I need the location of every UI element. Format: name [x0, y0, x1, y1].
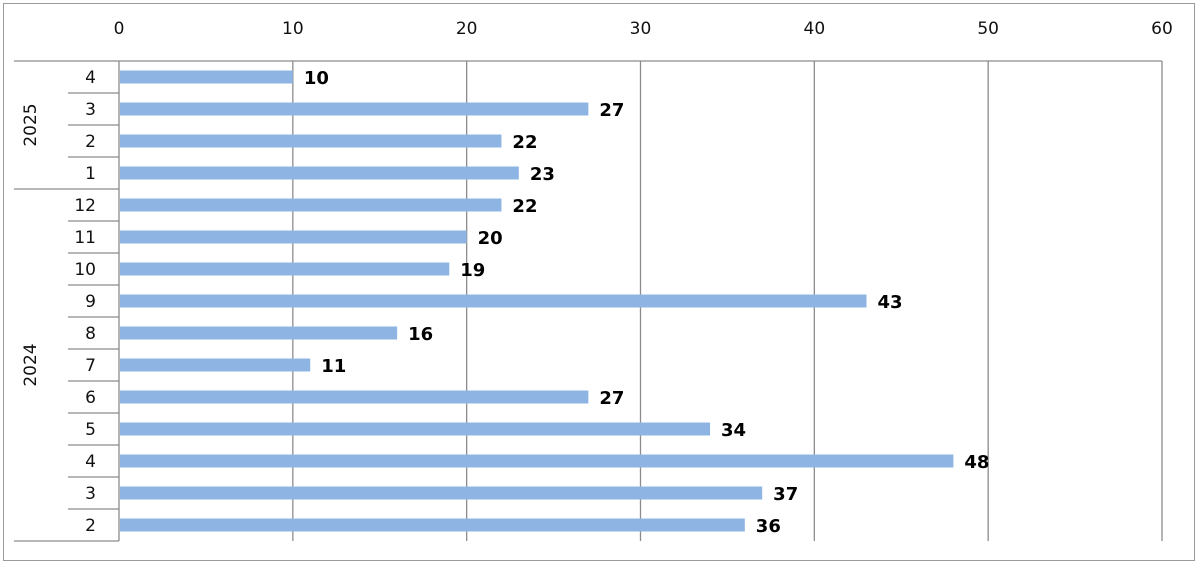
x-tick-label-40: 40 [804, 19, 826, 39]
category-label-2024-7: 7 [85, 356, 96, 376]
category-label-2024-5: 5 [85, 420, 96, 440]
bar-2025-4 [120, 70, 293, 84]
bars [120, 70, 954, 532]
bar-2024-4 [120, 454, 954, 468]
category-label-2025-4: 4 [85, 68, 96, 88]
bar-2024-5 [120, 422, 711, 436]
category-label-2024-11: 11 [74, 228, 96, 248]
bar-2024-10 [120, 262, 450, 276]
data-label-2025-1: 23 [530, 164, 555, 185]
x-tick-label-20: 20 [456, 19, 478, 39]
axes [14, 60, 1162, 542]
data-label-2024-2: 36 [756, 516, 781, 537]
bar-2024-6 [120, 390, 589, 404]
data-label-2024-11: 20 [478, 228, 503, 249]
bar-2024-8 [120, 326, 398, 340]
category-label-2024-3: 3 [85, 484, 96, 504]
data-label-2024-7: 11 [321, 356, 346, 377]
bar-2025-1 [120, 166, 519, 180]
data-label-2024-6: 27 [599, 388, 624, 409]
bar-2025-3 [120, 102, 589, 116]
group-label-2024: 2024 [21, 343, 41, 386]
bar-2024-3 [120, 486, 763, 500]
x-tick-label-30: 30 [630, 19, 652, 39]
x-tick-label-50: 50 [977, 19, 999, 39]
bar-2024-11 [120, 230, 467, 244]
category-label-2025-3: 3 [85, 100, 96, 120]
data-label-2024-9: 43 [877, 292, 902, 313]
data-label-2024-5: 34 [721, 420, 746, 441]
data-label-2024-12: 22 [512, 196, 537, 217]
bar-2024-12 [120, 198, 502, 212]
data-label-2025-3: 27 [599, 100, 624, 121]
category-label-2025-1: 1 [85, 164, 96, 184]
category-label-2024-10: 10 [74, 260, 96, 280]
x-tick-label-0: 0 [114, 19, 125, 39]
data-label-2024-10: 19 [460, 260, 485, 281]
data-label-2024-3: 37 [773, 484, 798, 505]
category-label-2024-6: 6 [85, 388, 96, 408]
category-label-2024-8: 8 [85, 324, 96, 344]
bar-2025-2 [120, 134, 502, 148]
data-label-2024-4: 48 [964, 452, 989, 473]
category-label-2024-12: 12 [74, 196, 96, 216]
x-tick-label-60: 60 [1151, 19, 1173, 39]
category-label-2024-4: 4 [85, 452, 96, 472]
data-label-2025-4: 10 [304, 68, 329, 89]
category-label-2024-2: 2 [85, 516, 96, 536]
group-label-2025: 2025 [21, 103, 41, 146]
data-label-2025-2: 22 [512, 132, 537, 153]
x-tick-label-10: 10 [282, 19, 304, 39]
category-label-2024-9: 9 [85, 292, 96, 312]
bar-2024-7 [120, 358, 311, 372]
category-label-2025-2: 2 [85, 132, 96, 152]
data-label-2024-8: 16 [408, 324, 433, 345]
bar-2024-9 [120, 294, 867, 308]
chart-frame [3, 3, 1195, 561]
bar-2024-2 [120, 518, 745, 532]
